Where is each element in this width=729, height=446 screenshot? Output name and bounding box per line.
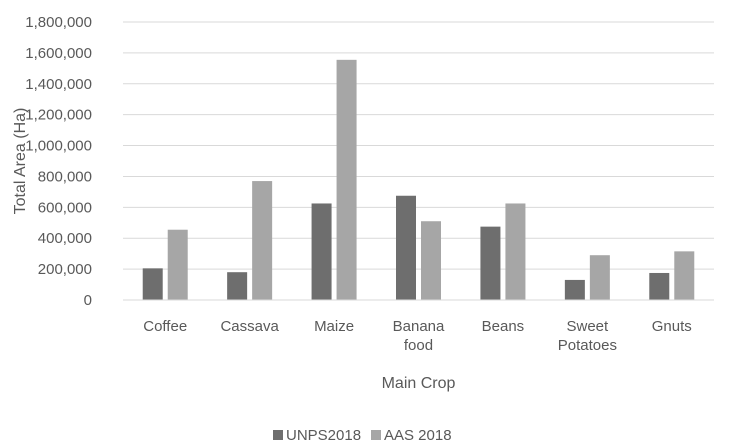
x-tick-label: Maize [314,318,354,335]
bar [167,229,188,300]
y-tick-label: 1,200,000 [25,107,92,124]
bar [396,195,416,300]
y-tick-label: 1,600,000 [25,45,92,62]
y-tick-label: 800,000 [38,168,92,185]
bar [311,203,332,300]
legend-label: UNPS2018 [286,427,361,444]
legend-swatch [371,430,381,440]
x-tick-label: Gnuts [652,318,692,335]
y-tick-labels: 0 200,000 400,000 600,000 800,000 1,000,000 1,… [25,14,92,309]
x-axis-title: Main Crop [382,375,456,392]
gridlines [123,21,714,270]
bar [421,221,441,300]
bar [649,272,670,300]
legend-swatch [273,430,283,440]
bar [480,226,501,300]
x-tick-label: Cassava [220,318,279,335]
legend: UNPS2018 AAS 2018 [273,427,452,444]
bar [142,268,163,300]
x-tick-label: Sweet Potatoes [558,318,617,354]
bars [142,59,695,300]
y-tick-label: 600,000 [38,199,92,216]
y-tick-label: 1,800,000 [25,14,92,31]
y-axis-title: Total Area (Ha) [12,108,29,215]
x-tick-label: Coffee [143,318,187,335]
bar [505,203,526,300]
y-tick-label: 0 [84,292,92,309]
y-tick-label: 1,400,000 [25,76,92,93]
y-tick-label: 400,000 [38,230,92,247]
bar [252,181,273,300]
bar [227,272,248,300]
x-tick-label: Beans [482,318,525,335]
y-tick-label: 1,000,000 [25,138,92,155]
y-tick-label: 200,000 [38,261,92,278]
bar [564,279,585,300]
bar [589,255,610,300]
legend-label: AAS 2018 [384,427,452,444]
bar [674,251,695,300]
x-tick-label: Banana food [393,318,445,354]
x-tick-labels: Coffee Cassava Maize Banana food Beans Sweet Po… [143,318,692,354]
bar [336,59,357,300]
